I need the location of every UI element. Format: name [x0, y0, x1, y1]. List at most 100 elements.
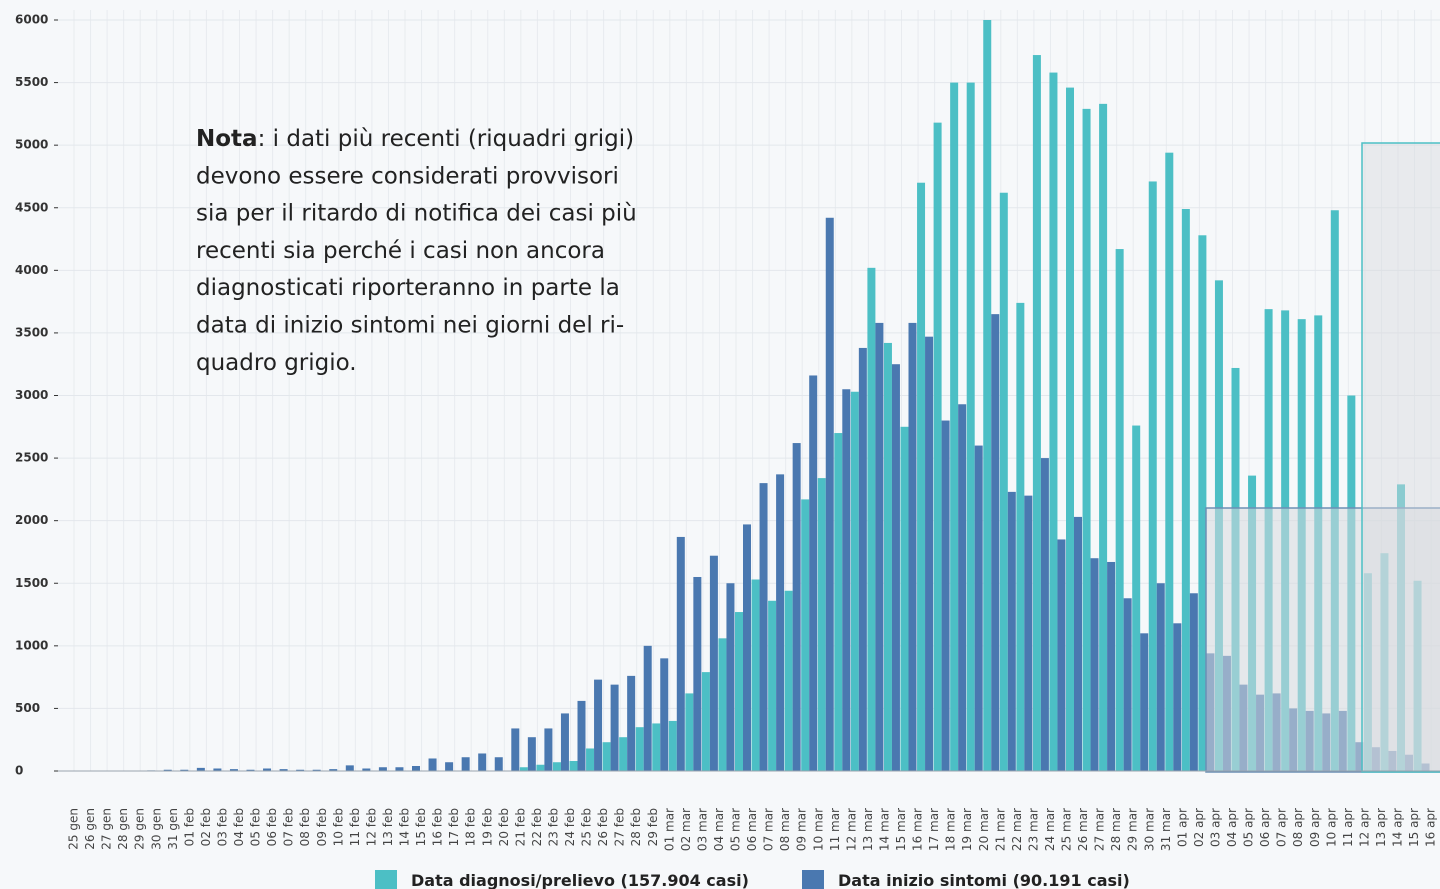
x-tick-label: 10 apr [1324, 808, 1338, 847]
x-tick-label: 02 apr [1192, 808, 1206, 847]
x-tick-label: 28 mar [1109, 808, 1123, 851]
bar [1032, 55, 1041, 771]
bar [801, 499, 810, 771]
bar [1140, 633, 1149, 771]
bar [511, 728, 520, 771]
x-tick-label: 04 feb [232, 808, 246, 846]
x-tick-label: 28 gen [116, 808, 130, 850]
bar [908, 322, 917, 771]
bar [958, 404, 967, 771]
bar [1132, 425, 1141, 771]
legend-label: Data diagnosi/prelievo (157.904 casi) [411, 871, 749, 889]
bar [776, 474, 785, 771]
bar [1115, 249, 1124, 771]
note-line: recenti sia perché i casi non ancora [196, 238, 605, 264]
bar [842, 389, 851, 771]
bar [941, 420, 950, 771]
bar [1107, 561, 1116, 771]
bar [635, 727, 644, 771]
bar [494, 757, 503, 771]
provisional-box [1205, 507, 1440, 773]
x-tick-label: 16 feb [431, 808, 445, 846]
bar [1165, 152, 1174, 772]
x-tick-label: 14 mar [877, 808, 891, 851]
x-tick-label: 09 apr [1308, 808, 1322, 847]
y-tick-label: 5000 [15, 138, 48, 152]
bar [1040, 458, 1049, 771]
x-tick-label: 31 gen [166, 808, 180, 850]
x-tick-label: 01 mar [662, 808, 676, 851]
bar [229, 769, 238, 771]
x-tick-label: 24 feb [563, 808, 577, 846]
bar [1074, 516, 1082, 771]
x-tick-label: 04 mar [712, 808, 726, 851]
x-tick-label: 30 gen [149, 808, 163, 850]
bar [743, 524, 751, 771]
bar [1099, 103, 1108, 771]
x-tick-label: 19 mar [960, 808, 974, 851]
legend-swatch [802, 870, 824, 889]
bar [536, 764, 545, 771]
bar [900, 426, 909, 771]
bar [834, 433, 843, 771]
bar [660, 658, 669, 771]
x-tick-label: 29 mar [1126, 808, 1140, 851]
x-tick-label: 11 mar [828, 808, 842, 851]
x-tick-label: 15 mar [894, 808, 908, 851]
x-tick-label: 11 apr [1341, 808, 1355, 847]
bar [569, 760, 578, 771]
x-tick-label: 19 feb [480, 808, 494, 846]
x-tick-label: 11 feb [348, 808, 362, 846]
x-tick-label: 18 feb [464, 808, 478, 846]
x-tick-label: 26 feb [596, 808, 610, 846]
bar [345, 765, 354, 771]
x-tick-label: 16 mar [911, 808, 925, 851]
bar [883, 342, 892, 771]
note-line: sia per il ritardo di notifica dei casi … [196, 201, 637, 227]
x-tick-label: 10 mar [811, 808, 825, 851]
bar [784, 590, 793, 771]
x-tick-label: 16 apr [1424, 808, 1438, 847]
x-tick-label: 08 feb [298, 808, 312, 846]
x-tick-label: 27 gen [100, 808, 114, 850]
bar [850, 391, 859, 771]
x-tick-label: 02 mar [679, 808, 693, 851]
bar [196, 767, 205, 771]
x-tick-label: 06 feb [265, 808, 279, 846]
x-tick-label: 25 gen [67, 808, 81, 850]
bar [461, 757, 470, 771]
x-tick-label: 13 apr [1374, 808, 1388, 847]
bar [1123, 598, 1132, 771]
x-tick-label: 06 mar [745, 808, 759, 851]
bar [263, 768, 272, 771]
x-tick-label: 22 mar [1010, 808, 1024, 851]
x-tick-label: 20 feb [497, 808, 511, 846]
bar [544, 728, 553, 771]
bar [917, 182, 926, 771]
x-tick-label: 24 mar [1043, 808, 1057, 851]
x-tick-label: 27 mar [1093, 808, 1107, 851]
x-tick-label: 25 feb [580, 808, 594, 846]
y-tick-label: 6000 [15, 13, 48, 27]
labels: 0 500 1000 1500 2000 2500 3000 3500 4000 4500 5000… [15, 13, 1440, 889]
x-tick-label: 20 mar [977, 808, 991, 851]
bar [983, 20, 992, 771]
bar [817, 478, 826, 771]
x-tick-label: 27 feb [613, 808, 627, 846]
x-tick-label: 03 feb [215, 808, 229, 846]
bar [991, 314, 1000, 771]
bar [891, 364, 900, 771]
x-tick-label: 18 mar [944, 808, 958, 851]
bar [246, 769, 255, 771]
bar [586, 748, 595, 771]
bar [999, 192, 1008, 772]
bar [768, 600, 777, 771]
x-tick-label: 02 feb [199, 808, 213, 846]
x-tick-label: 21 feb [513, 808, 527, 846]
x-tick-label: 13 mar [861, 808, 875, 851]
bar [602, 742, 611, 771]
bar [560, 713, 569, 771]
y-tick-label: 4000 [15, 263, 48, 277]
bar [296, 769, 305, 771]
